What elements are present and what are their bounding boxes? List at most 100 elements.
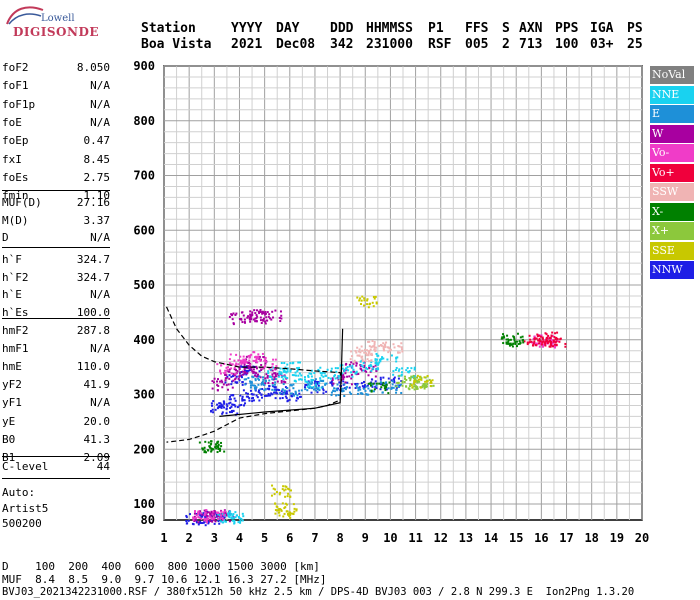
echo-point <box>185 514 188 517</box>
echo-point <box>197 510 200 513</box>
echo-point <box>202 514 205 517</box>
echo-point <box>223 406 226 409</box>
echo-point <box>283 389 286 392</box>
echo-point <box>564 345 567 348</box>
echo-point <box>225 412 228 415</box>
header-cell: RSF <box>428 37 452 52</box>
echo-point <box>429 381 432 384</box>
echo-point <box>250 353 253 356</box>
param-value: N/A <box>90 396 110 410</box>
echo-point <box>230 313 233 316</box>
muf-row: MUF 8.4 8.5 9.0 9.7 10.6 12.1 16.3 27.2 … <box>2 573 327 586</box>
header-cell: DAY <box>276 21 300 36</box>
echo-point <box>229 411 232 414</box>
echo-point <box>284 386 287 389</box>
echo-point <box>344 388 347 391</box>
echo-point <box>293 374 296 377</box>
echo-point <box>367 306 370 309</box>
echo-point <box>212 381 215 384</box>
echo-point <box>291 362 294 365</box>
echo-point <box>357 372 360 375</box>
echo-point <box>271 378 274 381</box>
y-tick-label: 80 <box>141 513 155 527</box>
param-value: 44 <box>96 460 110 473</box>
echo-point <box>207 522 210 525</box>
echo-point <box>288 398 291 401</box>
echo-point <box>280 508 283 511</box>
echo-point <box>237 377 240 380</box>
echo-point <box>230 409 233 412</box>
echo-point <box>373 388 376 391</box>
echo-point <box>231 375 234 378</box>
param-row: yF1 N/A <box>2 396 110 412</box>
echo-point <box>286 387 289 390</box>
echo-point <box>221 411 224 414</box>
echo-point <box>538 334 541 337</box>
echo-point <box>225 407 228 410</box>
echo-point <box>367 387 370 390</box>
echo-point <box>236 412 239 415</box>
echo-point <box>428 378 431 381</box>
echo-point <box>285 390 288 393</box>
echo-point <box>272 358 275 361</box>
echo-point <box>235 353 238 356</box>
echo-point <box>221 521 224 524</box>
y-tick-label: 500 <box>133 278 155 292</box>
echo-point <box>289 495 292 498</box>
echo-point <box>247 315 250 318</box>
echo-point <box>244 402 247 405</box>
echo-point <box>377 354 380 357</box>
echo-point <box>274 509 277 512</box>
echo-point <box>212 510 215 513</box>
echo-point <box>348 365 351 368</box>
echo-point <box>223 372 226 375</box>
legend-item: W <box>650 124 694 143</box>
echo-point <box>222 383 225 386</box>
echo-point <box>371 378 374 381</box>
echo-point <box>264 382 267 385</box>
echo-point <box>335 387 338 390</box>
echo-point <box>280 509 283 512</box>
echo-point <box>215 445 218 448</box>
echo-point <box>355 370 358 373</box>
echo-point <box>273 391 276 394</box>
echo-point <box>267 370 270 373</box>
echo-point <box>264 388 267 391</box>
echo-point <box>370 369 373 372</box>
echo-point <box>536 333 539 336</box>
echo-point <box>275 491 278 494</box>
echo-point <box>223 362 226 365</box>
echo-point <box>257 353 260 356</box>
echo-point <box>513 337 516 340</box>
echo-point <box>228 362 231 365</box>
echo-point <box>331 377 334 380</box>
echo-point <box>377 363 380 366</box>
echo-point <box>278 370 281 373</box>
echo-point <box>228 358 231 361</box>
echo-point <box>231 318 234 321</box>
echo-point <box>258 375 261 378</box>
echo-point <box>249 363 252 366</box>
param-label: h`F2 <box>2 270 29 284</box>
echo-point <box>229 353 232 356</box>
echo-point <box>211 520 214 523</box>
echo-point <box>212 411 215 414</box>
echo-point <box>278 389 281 392</box>
echo-point <box>260 364 263 367</box>
echo-point <box>547 334 550 337</box>
echo-point <box>367 360 370 363</box>
echo-point <box>506 334 509 337</box>
echo-point <box>298 361 301 364</box>
echo-point <box>227 515 230 518</box>
echo-point <box>230 405 233 408</box>
echo-point <box>272 487 275 490</box>
echo-point <box>239 359 242 362</box>
echo-point <box>266 387 269 390</box>
header-cell: PS <box>627 21 643 36</box>
echo-point <box>420 377 423 380</box>
echo-point <box>240 517 243 520</box>
echo-point <box>290 384 293 387</box>
echo-point <box>254 317 257 320</box>
echo-point <box>505 341 508 344</box>
echo-point <box>209 516 212 519</box>
